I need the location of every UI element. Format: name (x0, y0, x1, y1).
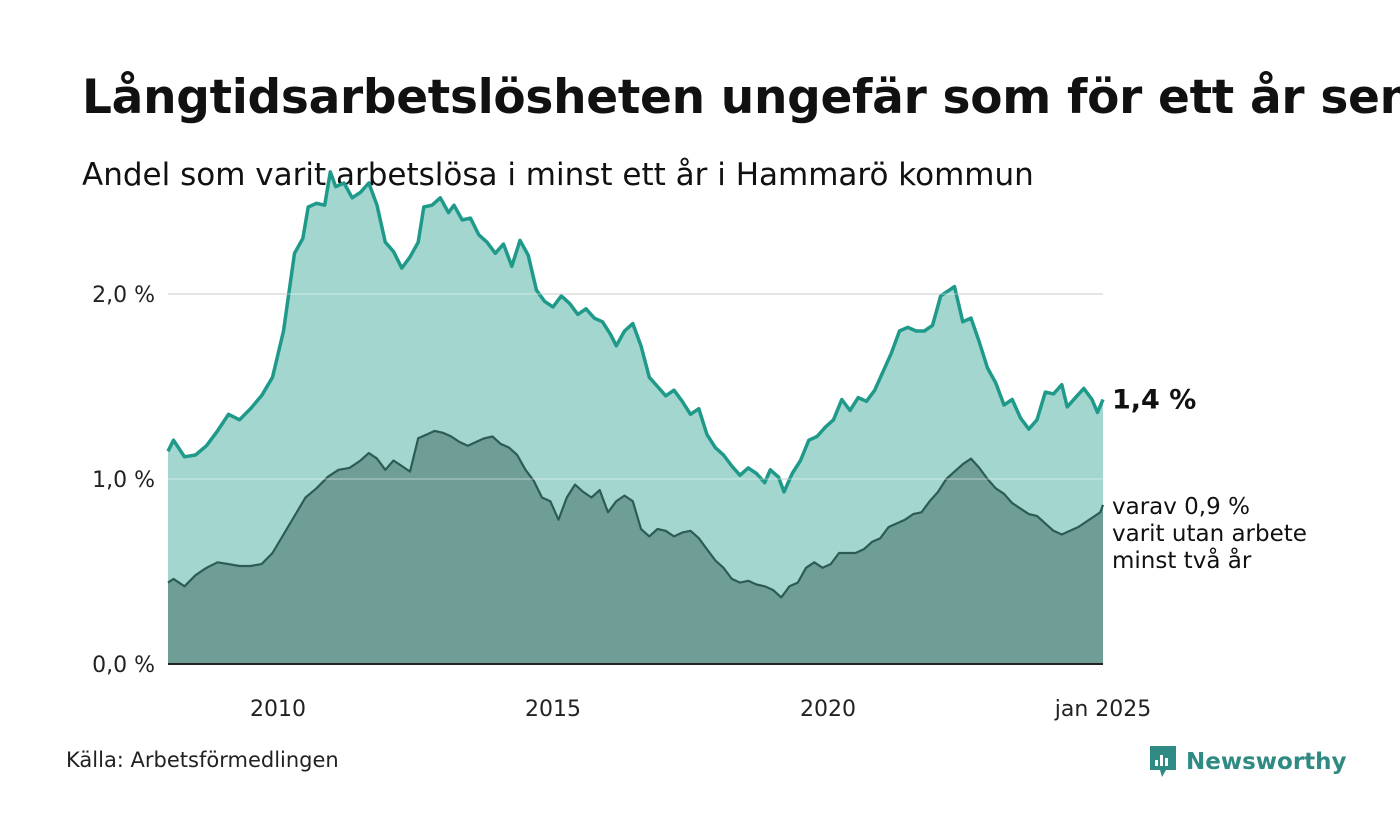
x-tick-label: 2010 (250, 697, 306, 722)
x-tick-label: 2020 (800, 697, 856, 722)
y-axis-ticks: 0,0 % 1,0 % 2,0 % (92, 283, 155, 678)
chart-subtitle: Andel som varit arbetslösa i minst ett å… (82, 157, 1034, 193)
end-label-total: 1,4 % (1112, 384, 1196, 415)
end-label-line: varav 0,9 % (1112, 494, 1250, 520)
y-tick-label: 1,0 % (92, 468, 155, 493)
line-total-series (166, 170, 1105, 494)
brand-name: Newsworthy (1186, 749, 1347, 775)
end-label-long-term: varav 0,9 % varit utan arbete minst två år (1112, 494, 1307, 574)
x-axis-ticks: 2010 2015 2020 jan 2025 (250, 697, 1151, 722)
chart-title: Långtidsarbetslösheten ungefär som för e… (82, 70, 1400, 125)
x-tick-label: jan 2025 (1054, 697, 1152, 722)
y-tick-label: 0,0 % (92, 653, 155, 678)
area-long-term-series (168, 430, 1103, 664)
newsworthy-icon (1150, 746, 1176, 777)
x-tick-label: 2015 (525, 697, 581, 722)
end-label-line: minst två år (1112, 546, 1252, 574)
y-tick-label: 2,0 % (92, 283, 155, 308)
line-long-term-series (167, 429, 1105, 599)
end-label-line: varit utan arbete (1112, 521, 1307, 547)
brand-logo: Newsworthy (1148, 742, 1347, 782)
source-note: Källa: Arbetsförmedlingen (66, 748, 339, 772)
